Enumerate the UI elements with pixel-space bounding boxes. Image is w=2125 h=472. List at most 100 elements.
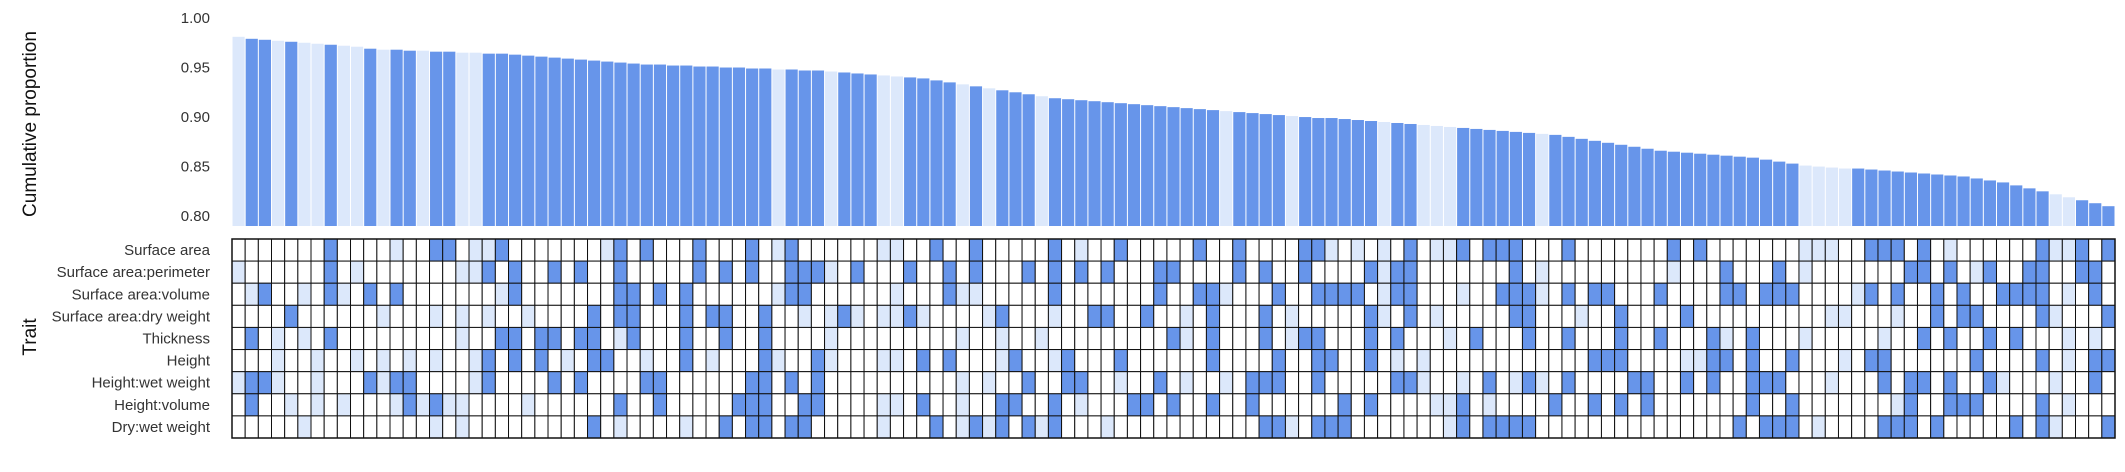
matrix-cell: [468, 282, 483, 306]
matrix-cell: [1140, 415, 1155, 439]
matrix-cell: [731, 304, 747, 328]
matrix-cell: [1521, 282, 1537, 306]
matrix-cell: [810, 393, 826, 417]
matrix-cell: [1219, 371, 1234, 395]
matrix-cell: [1153, 238, 1168, 262]
matrix-cell: [1732, 304, 1747, 328]
matrix-cell: [1324, 393, 1339, 417]
bar-31: [640, 64, 653, 226]
matrix-cell: [1811, 282, 1826, 306]
matrix-cell: [1693, 415, 1708, 439]
matrix-cell: [876, 349, 891, 373]
matrix-cell: [244, 371, 259, 395]
matrix-cell: [745, 304, 760, 328]
bar-16: [443, 51, 456, 227]
matrix-cell: [363, 260, 378, 284]
bar-29: [614, 62, 627, 226]
matrix-cell: [863, 282, 878, 306]
matrix-cell: [2101, 282, 2116, 306]
matrix-cell: [1008, 393, 1023, 417]
matrix-cell: [1824, 260, 1839, 284]
matrix-cell: [534, 326, 549, 351]
matrix-cell: [1614, 238, 1629, 262]
matrix-cell: [1324, 326, 1339, 351]
matrix-cell: [1205, 371, 1221, 395]
matrix-cell: [771, 238, 786, 262]
matrix-cell: [1508, 326, 1523, 351]
matrix-cell: [1837, 260, 1853, 284]
matrix-cell: [481, 326, 496, 351]
bar-6: [311, 43, 324, 226]
matrix-cell: [1245, 326, 1260, 351]
matrix-cell: [2048, 304, 2063, 328]
bar-93: [1457, 127, 1470, 226]
matrix-cell: [666, 349, 681, 373]
matrix-cell: [1403, 282, 1418, 306]
matrix-cell: [679, 393, 694, 417]
matrix-cell: [731, 238, 747, 262]
matrix-cell: [1719, 349, 1734, 373]
matrix-cell: [1574, 349, 1589, 373]
matrix-cell: [1798, 282, 1813, 306]
matrix-cell: [494, 349, 510, 373]
matrix-cell: [1943, 349, 1958, 373]
matrix-cell: [1811, 238, 1826, 262]
matrix-cell: [402, 371, 417, 395]
matrix-cell: [587, 260, 602, 284]
matrix-cell: [508, 371, 523, 395]
matrix-cell: [376, 238, 391, 262]
matrix-cell: [429, 415, 444, 439]
matrix-cell: [1627, 349, 1642, 373]
matrix-cell: [1666, 326, 1681, 351]
matrix-cell: [560, 326, 575, 351]
matrix-cell: [534, 393, 549, 417]
matrix-cell: [692, 349, 707, 373]
matrix-cell: [1903, 349, 1918, 373]
matrix-cell: [1008, 260, 1023, 284]
matrix-cell: [1745, 415, 1760, 439]
matrix-cell: [1693, 349, 1708, 373]
matrix-cell: [1706, 371, 1721, 395]
matrix-cell: [982, 415, 997, 439]
matrix-cell: [231, 371, 246, 395]
matrix-cell: [1916, 393, 1932, 417]
matrix-cell: [389, 238, 404, 262]
matrix-cell: [1192, 260, 1207, 284]
matrix-cell: [837, 304, 852, 328]
matrix-cell: [1166, 326, 1181, 351]
matrix-cell: [731, 260, 747, 284]
matrix-cell: [1337, 260, 1352, 284]
matrix-cell: [1745, 282, 1760, 306]
matrix-cell: [1469, 238, 1484, 262]
bar-21: [509, 54, 522, 227]
matrix-cell: [1113, 415, 1128, 439]
matrix-cell: [1350, 349, 1365, 373]
matrix-cell: [231, 326, 246, 351]
matrix-cell: [1758, 260, 1774, 284]
matrix-cell: [1377, 393, 1392, 417]
matrix-cell: [2035, 304, 2050, 328]
matrix-cell: [1442, 349, 1458, 373]
bar-122: [1838, 168, 1852, 226]
matrix-cell: [2061, 282, 2077, 306]
matrix-cell: [889, 349, 905, 373]
matrix-cell: [1258, 349, 1273, 373]
matrix-cell: [1047, 371, 1063, 395]
matrix-cell: [284, 393, 299, 417]
matrix-cell: [1482, 304, 1497, 328]
matrix-cell: [850, 393, 865, 417]
matrix-cell: [1995, 371, 2011, 395]
bar-8: [337, 45, 351, 227]
bar-27: [588, 60, 601, 227]
matrix-cell: [876, 304, 891, 328]
matrix-cell: [1706, 349, 1721, 373]
matrix-cell: [1047, 393, 1063, 417]
matrix-cell: [1271, 260, 1286, 284]
matrix-cell: [903, 349, 918, 373]
matrix-cell: [376, 304, 391, 328]
matrix-cell: [257, 371, 273, 395]
bar-43: [798, 70, 811, 226]
matrix-cell: [2035, 349, 2050, 373]
matrix-cell: [916, 304, 931, 328]
